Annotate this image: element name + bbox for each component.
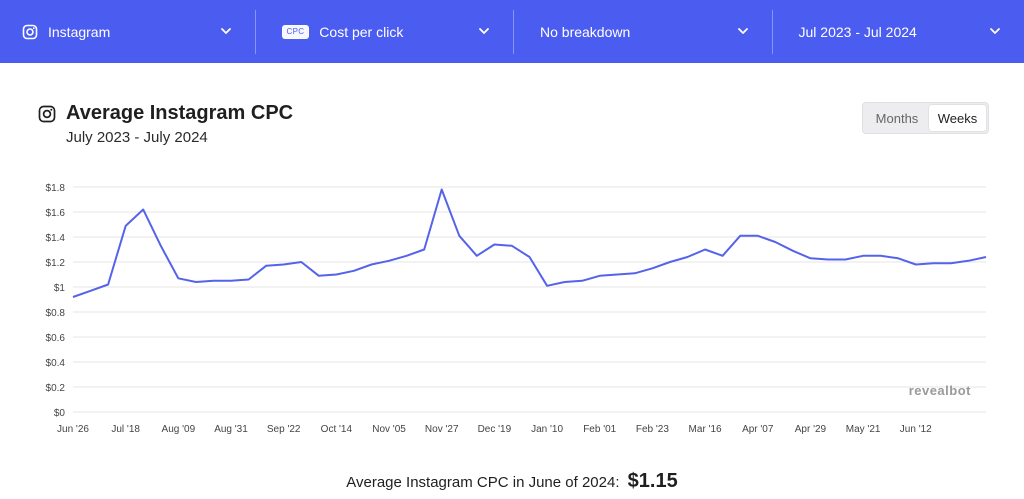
date-range-label: Jul 2023 - Jul 2024	[798, 23, 917, 40]
y-tick-label: $1	[54, 283, 66, 294]
x-tick-label: May '21	[846, 424, 881, 435]
summary-footer: Average Instagram CPC in June of 2024: $…	[0, 470, 1024, 493]
breakdown-dropdown[interactable]: No breakdown	[514, 10, 772, 54]
y-tick-label: $1.6	[46, 208, 66, 219]
chart-header: Average Instagram CPC	[38, 102, 293, 125]
x-tick-label: Jan '10	[531, 424, 563, 435]
x-tick-label: Oct '14	[321, 424, 353, 435]
chart-subtitle: July 2023 - July 2024	[66, 129, 208, 146]
summary-text: Average Instagram CPC in June of 2024:	[346, 474, 620, 491]
y-tick-label: $1.2	[46, 258, 66, 269]
chevron-down-icon	[479, 27, 489, 34]
platform-dropdown[interactable]: Instagram	[0, 10, 255, 54]
cpc-series-line	[72, 188, 987, 298]
x-tick-label: Feb '23	[636, 424, 669, 435]
chevron-down-icon	[737, 27, 748, 34]
metric-label: Cost per click	[319, 23, 404, 40]
x-tick-label: Dec '19	[478, 424, 512, 435]
chart-title: Average Instagram CPC	[66, 102, 294, 124]
divider	[254, 9, 256, 54]
y-tick-label: $0.2	[46, 383, 66, 394]
instagram-icon	[38, 105, 56, 122]
y-tick-label: $1.8	[46, 183, 66, 194]
revealbot-watermark: revealbot	[909, 383, 971, 398]
chevron-down-icon	[990, 27, 1000, 34]
x-tick-label: Jun '12	[900, 424, 932, 435]
x-tick-label: Apr '07	[742, 424, 774, 435]
x-tick-label: Jul '18	[111, 424, 140, 435]
divider	[513, 9, 514, 54]
x-tick-label: Aug '31	[214, 424, 248, 435]
chevron-down-icon	[220, 27, 231, 34]
y-tick-label: $1.4	[46, 233, 66, 244]
metric-dropdown[interactable]: CPC Cost per click	[256, 10, 514, 54]
y-tick-label: $0.4	[46, 358, 66, 369]
x-tick-label: Feb '01	[583, 424, 616, 435]
months-toggle-button[interactable]: Months	[875, 110, 919, 126]
y-tick-label: $0.6	[46, 333, 66, 344]
summary-value: $1.15	[627, 470, 678, 492]
x-tick-label: Jun '26	[57, 424, 89, 435]
x-tick-label: Sep '22	[267, 424, 301, 435]
y-tick-label: $0.8	[46, 308, 66, 319]
x-tick-label: Apr '29	[795, 424, 827, 435]
x-tick-label: Mar '16	[689, 424, 722, 435]
platform-label: Instagram	[48, 23, 111, 40]
y-tick-label: $0	[54, 408, 66, 419]
x-tick-label: Aug '09	[162, 424, 196, 435]
instagram-icon	[22, 24, 38, 39]
cpc-badge: CPC	[281, 24, 310, 39]
divider	[771, 9, 773, 54]
breakdown-label: No breakdown	[540, 23, 631, 40]
weeks-toggle-button[interactable]: Weeks	[929, 105, 986, 131]
granularity-toggle: Months Weeks	[862, 102, 989, 134]
date-range-dropdown[interactable]: Jul 2023 - Jul 2024	[773, 10, 1024, 54]
x-tick-label: Nov '05	[372, 424, 406, 435]
filter-bar: Instagram CPC Cost per click No breakdow…	[0, 0, 1024, 63]
x-tick-label: Nov '27	[425, 424, 459, 435]
